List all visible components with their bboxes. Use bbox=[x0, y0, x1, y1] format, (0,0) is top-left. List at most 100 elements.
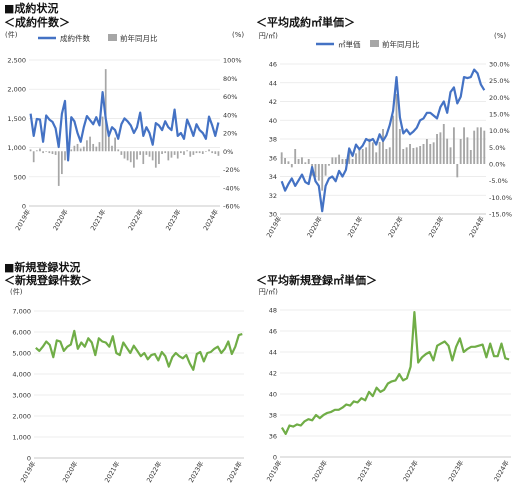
bar-yoy bbox=[371, 142, 374, 164]
y-tick-label: 1,000 bbox=[12, 434, 31, 442]
bar-yoy bbox=[173, 151, 176, 155]
bar-yoy bbox=[154, 151, 157, 168]
x-tick-label: 2020年 bbox=[60, 459, 80, 484]
bar-yoy bbox=[117, 149, 120, 152]
section-title-new-listing: ■新規登録状況 bbox=[4, 261, 81, 274]
y-tick-label: 44 bbox=[269, 349, 277, 357]
bar-yoy bbox=[284, 158, 286, 164]
bar-yoy bbox=[355, 153, 357, 164]
bar-yoy bbox=[398, 129, 401, 164]
y2-tick-label: 20.0% bbox=[489, 94, 510, 102]
x-tick-label: 2023年 bbox=[446, 458, 466, 483]
y2-tick-label: 5.0% bbox=[489, 144, 506, 152]
x-tick-label: 2024年 bbox=[225, 459, 245, 484]
bar-yoy bbox=[92, 143, 95, 152]
y-tick-label: 36 bbox=[269, 154, 277, 162]
bar-yoy bbox=[164, 151, 167, 154]
bar-yoy bbox=[317, 164, 320, 181]
bar-yoy bbox=[480, 127, 482, 164]
bar-yoy bbox=[51, 151, 54, 154]
y-tick-label: 44 bbox=[269, 79, 277, 87]
bar-yoy bbox=[321, 164, 324, 191]
bar-yoy bbox=[425, 139, 428, 164]
y2-tick-label: 80% bbox=[223, 75, 237, 83]
y2-tick-label: 25.0% bbox=[489, 77, 510, 85]
y-axis-label: (件) bbox=[5, 30, 18, 39]
bar-yoy bbox=[294, 149, 297, 164]
bar-yoy bbox=[432, 142, 435, 164]
bar-yoy bbox=[290, 164, 293, 168]
y2-tick-label: -40% bbox=[223, 184, 240, 192]
y-tick-label: 500 bbox=[14, 173, 26, 181]
bar-yoy bbox=[361, 149, 364, 164]
bar-yoy bbox=[98, 142, 101, 152]
bar-yoy bbox=[375, 152, 378, 164]
y-tick-label: 36 bbox=[269, 433, 277, 441]
legend-label: 前年同月比 bbox=[382, 39, 420, 49]
y-tick-label: 0 bbox=[22, 203, 26, 211]
bar-yoy bbox=[324, 164, 327, 176]
y2-tick-label: 10.0% bbox=[489, 127, 510, 135]
y-tick-label: 30 bbox=[269, 211, 277, 219]
bar-yoy bbox=[158, 151, 160, 165]
bar-yoy bbox=[469, 150, 472, 164]
bar-yoy bbox=[42, 151, 44, 154]
y2-tick-label: 15.0% bbox=[489, 111, 510, 119]
bar-yoy bbox=[344, 159, 347, 164]
y-tick-label: 42 bbox=[269, 98, 277, 106]
y-tick-label: 7,000 bbox=[12, 308, 31, 316]
bar-yoy bbox=[89, 136, 91, 152]
y-tick-label: 1,500 bbox=[7, 115, 26, 123]
bar-yoy bbox=[422, 144, 425, 164]
y-tick-label: 48 bbox=[269, 307, 277, 315]
bar-yoy bbox=[167, 151, 170, 161]
bar-yoy bbox=[73, 145, 76, 152]
y-tick-label: 32 bbox=[269, 192, 277, 200]
x-tick-label: 2024年 bbox=[467, 214, 487, 239]
x-tick-label: 2022年 bbox=[144, 459, 164, 484]
bar-yoy bbox=[287, 161, 290, 164]
bar-yoy bbox=[392, 115, 395, 164]
bar-yoy bbox=[473, 130, 476, 164]
bar-yoy bbox=[114, 137, 116, 152]
y2-tick-label: 0% bbox=[223, 148, 233, 156]
bar-yoy bbox=[189, 151, 192, 157]
y2-tick-label: 20% bbox=[223, 130, 237, 138]
chart-title-contract-count: ＜成約件数＞ bbox=[4, 16, 70, 29]
bar-yoy bbox=[57, 151, 60, 186]
bar-yoy bbox=[301, 157, 303, 164]
bar-yoy bbox=[348, 150, 351, 164]
legend-bar-swatch bbox=[108, 34, 117, 41]
x-tick-label: 2024年 bbox=[492, 458, 512, 483]
x-tick-label: 2021年 bbox=[88, 207, 108, 232]
bar-yoy bbox=[436, 134, 438, 164]
bar-yoy bbox=[297, 159, 300, 164]
y2-tick-label: -20% bbox=[223, 166, 240, 174]
x-tick-label: 2023年 bbox=[426, 214, 446, 239]
y2-tick-label: -60% bbox=[223, 203, 240, 211]
bar-yoy bbox=[170, 151, 173, 158]
y-tick-label: 6,000 bbox=[12, 329, 31, 337]
bar-yoy bbox=[463, 127, 465, 164]
bar-yoy bbox=[186, 150, 188, 152]
bar-yoy bbox=[133, 151, 135, 168]
bar-yoy bbox=[429, 144, 432, 164]
y-axis-label: (件) bbox=[10, 287, 23, 296]
x-tick-label: 2022年 bbox=[126, 207, 146, 232]
y-tick-label: 3,000 bbox=[12, 392, 31, 400]
bar-yoy bbox=[307, 159, 310, 164]
bar-yoy bbox=[198, 151, 201, 154]
series-line bbox=[35, 329, 243, 371]
bar-yoy bbox=[304, 162, 307, 164]
bar-yoy bbox=[314, 164, 317, 178]
bar-yoy bbox=[341, 159, 344, 164]
bar-yoy bbox=[201, 151, 204, 154]
x-tick-label: 2022年 bbox=[386, 214, 406, 239]
bar-yoy bbox=[208, 149, 210, 152]
x-tick-label: 2021年 bbox=[355, 458, 375, 483]
y-tick-label: 46 bbox=[269, 328, 277, 336]
bar-yoy bbox=[395, 94, 398, 164]
bar-yoy bbox=[388, 147, 391, 164]
bar-yoy bbox=[61, 151, 63, 175]
bar-yoy bbox=[111, 145, 113, 152]
